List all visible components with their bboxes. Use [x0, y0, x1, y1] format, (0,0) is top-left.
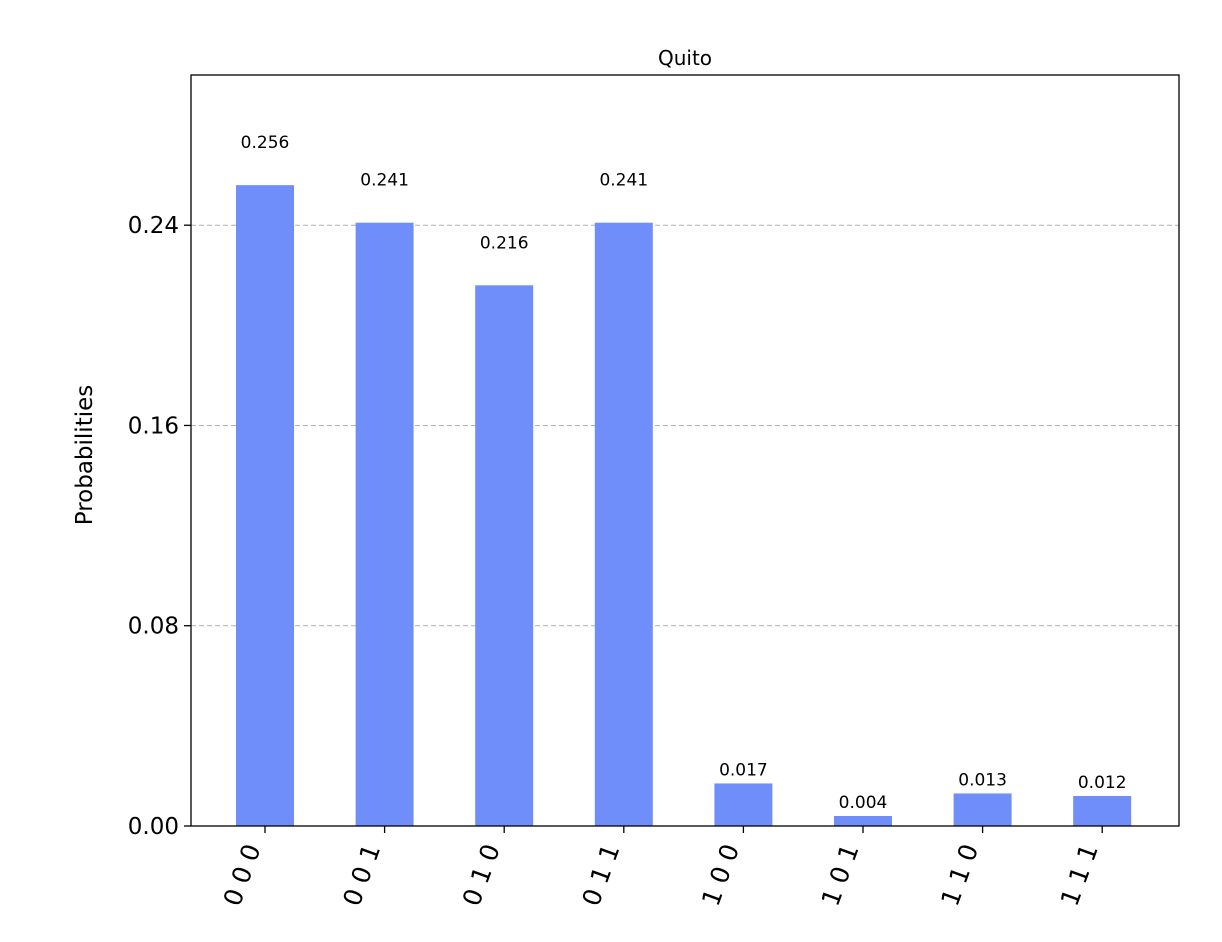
data-label: 0.012 — [1078, 773, 1127, 793]
grid-lines — [191, 224, 1179, 627]
x-tick-label: 1 0 1 — [816, 840, 865, 910]
bar — [355, 222, 414, 827]
data-label: 0.216 — [480, 233, 529, 253]
data-label: 0.241 — [599, 171, 648, 191]
y-axis-ticks: 0.00 0.08 0.16 0.24 — [128, 213, 191, 840]
x-tick-label: 1 0 0 — [696, 840, 745, 910]
x-tick-label: 0 1 0 — [457, 840, 506, 910]
bar — [953, 793, 1012, 826]
data-label: 0.013 — [958, 770, 1007, 790]
data-label: 0.256 — [241, 133, 290, 153]
y-axis-label: Probabilities — [72, 385, 98, 526]
y-tick-label: 0.08 — [128, 614, 179, 640]
bar — [714, 783, 773, 826]
y-tick-label: 0.16 — [128, 413, 179, 439]
data-label: 0.241 — [360, 171, 409, 191]
x-tick-label: 1 1 1 — [1055, 840, 1104, 910]
y-tick-label: 0.24 — [128, 213, 179, 239]
x-tick-label: 1 1 0 — [935, 840, 984, 910]
x-tick-label: 0 1 1 — [576, 840, 625, 910]
bar — [236, 185, 294, 826]
plot-frame — [190, 74, 1180, 827]
data-labels: 0.256 0.241 0.216 0.241 0.017 0.004 0.013 0.012 — [241, 133, 1127, 813]
bar — [834, 815, 892, 826]
y-tick-label: 0.00 — [128, 814, 179, 840]
bar — [1073, 795, 1132, 826]
x-tick-label: 0 0 0 — [218, 840, 267, 910]
x-axis-ticks: 0 0 0 0 0 1 0 1 0 0 1 1 1 0 0 1 0 1 1 1 0 1 1 1 — [218, 826, 1104, 910]
bars — [236, 185, 1132, 827]
bar — [594, 222, 653, 827]
chart-title: Quito — [658, 46, 712, 70]
bar — [475, 285, 534, 826]
data-label: 0.004 — [839, 793, 888, 813]
data-label: 0.017 — [719, 760, 768, 780]
x-tick-label: 0 0 1 — [337, 840, 386, 910]
